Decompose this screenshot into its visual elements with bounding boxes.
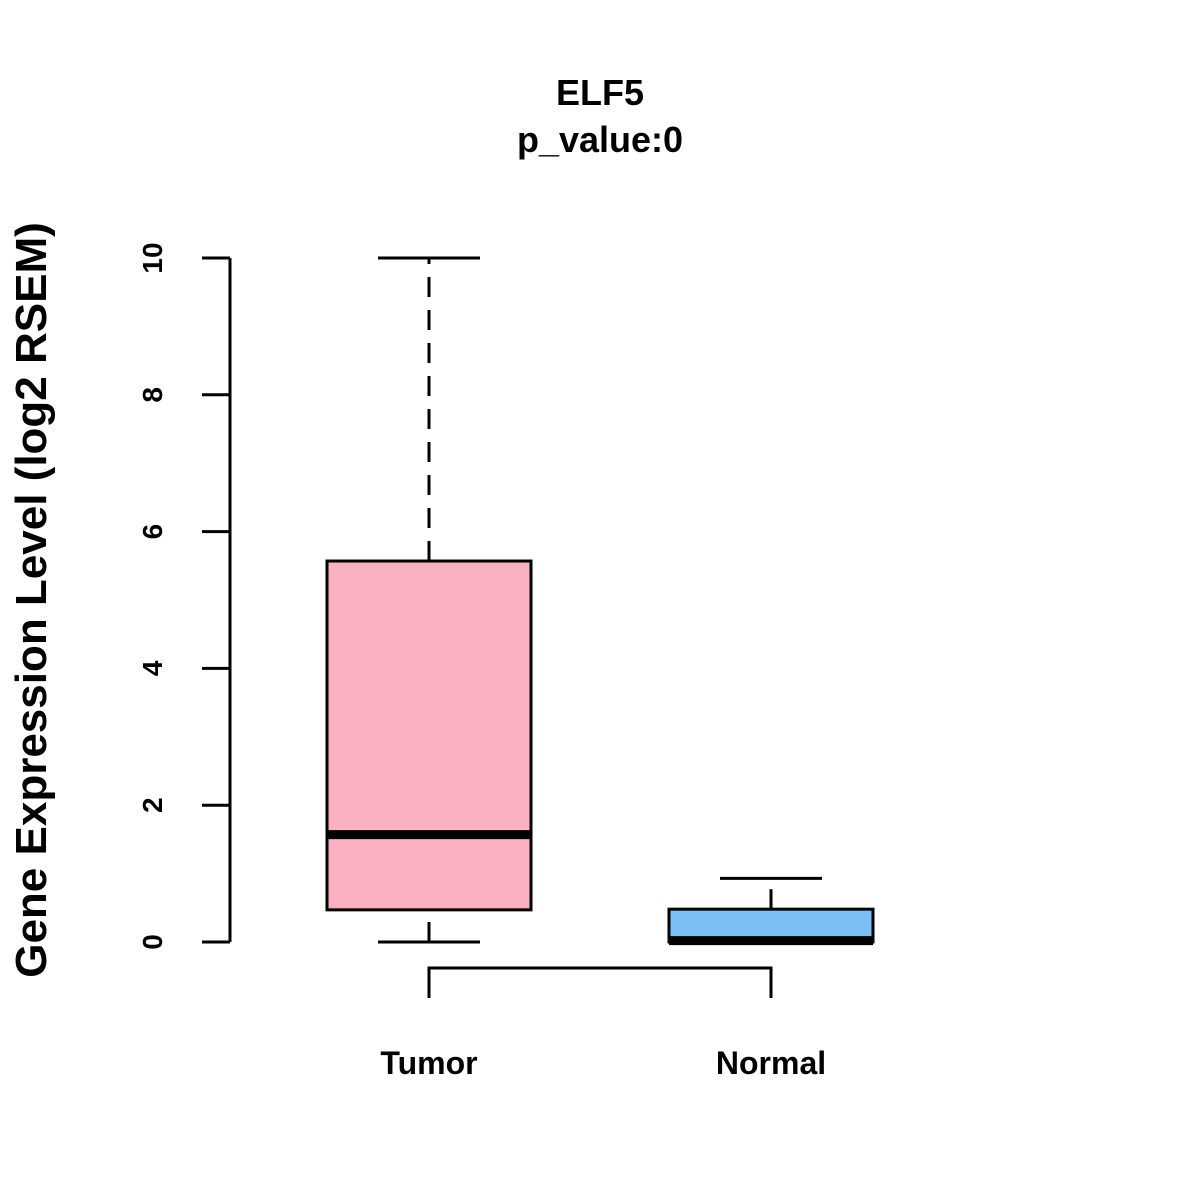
x-category-label: Tumor [380,1045,477,1081]
y-axis-label: Gene Expression Level (log2 RSEM) [7,222,56,978]
y-tick-label: 6 [137,524,168,540]
y-tick-label: 2 [137,797,168,813]
bracket-line [427,966,773,998]
chart-title: ELF5 [556,72,644,113]
x-category-label: Normal [716,1045,826,1081]
y-tick-label: 10 [137,242,168,273]
iqr-box [325,559,533,912]
x-category-labels: Tumor Normal [380,1045,826,1081]
y-axis: 0 2 4 6 8 10 [137,242,232,950]
chart-subtitle: p_value:0 [517,119,683,160]
box-normal [667,876,875,946]
comparison-bracket [427,966,773,998]
y-tick-label: 0 [137,934,168,950]
y-tick-label: 8 [137,387,168,403]
box-tumor [325,256,533,944]
y-tick-label: 4 [137,660,168,676]
boxes [325,256,875,946]
